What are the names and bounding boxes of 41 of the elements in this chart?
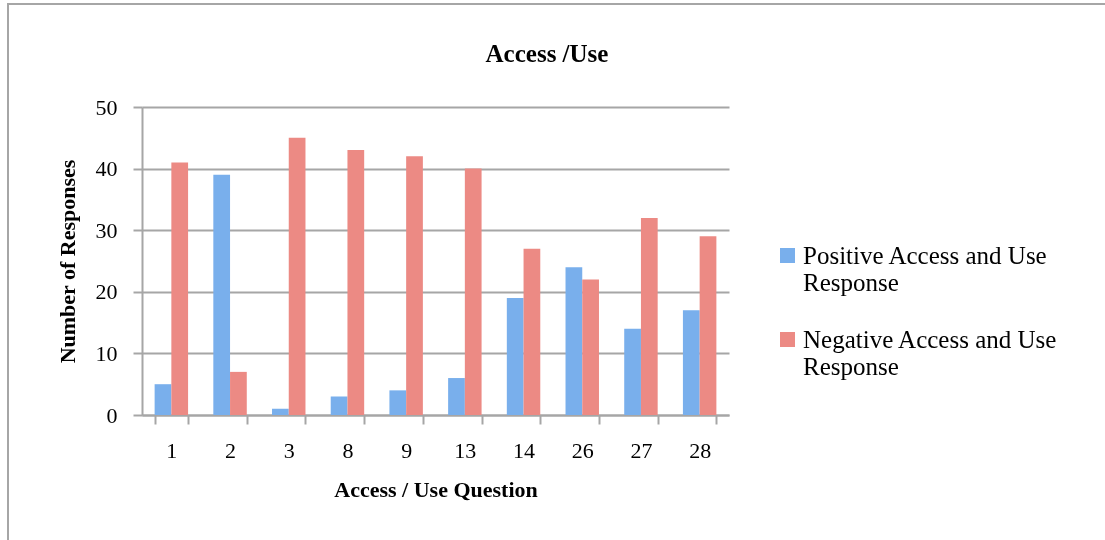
- y-tick-label: 10: [95, 340, 118, 366]
- x-tick-label: 13: [454, 437, 477, 463]
- bar: [624, 328, 641, 415]
- bar: [154, 384, 172, 415]
- y-tick-label: 40: [95, 156, 118, 182]
- legend-label: Positive Access and Use Response: [803, 241, 1047, 296]
- bar: [699, 236, 717, 415]
- x-axis-title: Access / Use Question: [334, 476, 538, 502]
- bar: [406, 156, 423, 415]
- x-tick-label: 3: [283, 437, 295, 463]
- y-axis-title: Number of Responses: [54, 159, 80, 364]
- bar: [330, 396, 348, 415]
- bar: [389, 390, 407, 415]
- bar: [288, 137, 306, 415]
- bar: [272, 408, 289, 415]
- bar: [640, 217, 658, 415]
- legend-label: Negative Access and Use Response: [803, 325, 1057, 380]
- bar: [523, 248, 541, 415]
- x-tick-label: 28: [689, 437, 712, 463]
- bar: [582, 279, 599, 415]
- bar: [682, 310, 700, 415]
- chart-title: Access /Use: [485, 40, 609, 67]
- y-tick-label: 20: [95, 279, 118, 305]
- x-tick-label: 26: [571, 437, 594, 463]
- bar: [506, 297, 524, 415]
- bar: [448, 378, 465, 415]
- bar: [230, 371, 247, 415]
- bar: [565, 267, 583, 415]
- x-tick-label: 2: [225, 437, 237, 463]
- y-tick-label: 50: [95, 94, 118, 120]
- x-tick-label: 9: [401, 437, 413, 463]
- x-tick-label: 27: [630, 437, 653, 463]
- bar: [347, 150, 365, 415]
- bar: [464, 168, 482, 415]
- bar: [171, 162, 189, 415]
- x-tick-label: 8: [342, 437, 354, 463]
- y-tick-label: 30: [95, 217, 118, 243]
- y-tick-label: 0: [106, 402, 118, 428]
- x-tick-label: 1: [166, 437, 178, 463]
- x-tick-label: 14: [513, 437, 536, 463]
- bar: [213, 174, 231, 415]
